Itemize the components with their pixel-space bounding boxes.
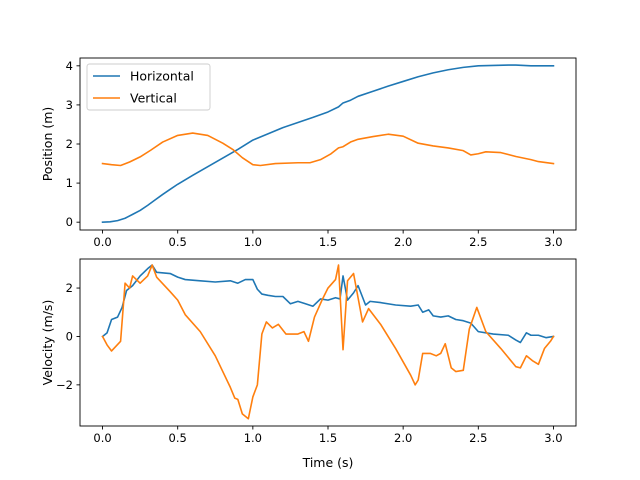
- velocity-x-tick-label: 0.0: [93, 431, 111, 445]
- position-y-tick-label: 0: [66, 215, 73, 229]
- velocity-x-axis-label: Time (s): [302, 455, 354, 470]
- velocity-x-tick-label: 0.5: [169, 431, 187, 445]
- position-y-axis-label: Position (m): [40, 107, 55, 182]
- velocity-x-tick-label: 2.0: [394, 431, 412, 445]
- position-x-tick-label: 2.0: [394, 235, 412, 249]
- velocity-subplot: 0.0 0.5 1.0 1.5 2.0 2.5 3.0 −2 0 2 Velocity (m/s) T…: [40, 258, 577, 470]
- legend: Horizontal Vertical: [86, 63, 211, 111]
- velocity-y-axis-label: Velocity (m/s): [40, 300, 55, 386]
- position-x-tick-label: 3.0: [544, 235, 562, 249]
- position-x-tick-label: 1.5: [319, 235, 337, 249]
- velocity-y-tick-label: −2: [56, 378, 73, 392]
- position-x-tick-label: 0.5: [169, 235, 187, 249]
- legend-label-vertical: Vertical: [130, 91, 177, 106]
- velocity-axes-frame: [79, 258, 577, 427]
- position-vertical-line: [101, 132, 555, 167]
- position-horizontal-line: [101, 64, 555, 224]
- legend-label-horizontal: Horizontal: [130, 69, 194, 84]
- velocity-x-tick-label: 1.0: [244, 431, 262, 445]
- velocity-y-tick-label: 2: [66, 281, 73, 295]
- velocity-x-tick-label: 3.0: [544, 431, 562, 445]
- position-x-tick-label: 1.0: [244, 235, 262, 249]
- velocity-y-tick-label: 0: [66, 329, 73, 343]
- velocity-x-tick-label: 2.5: [469, 431, 487, 445]
- position-y-tick-label: 4: [66, 59, 73, 73]
- position-y-tick-label: 2: [66, 137, 73, 151]
- velocity-x-tick-label: 1.5: [319, 431, 337, 445]
- position-x-tick-label: 0.0: [93, 235, 111, 249]
- position-y-tick-label: 3: [66, 98, 73, 112]
- position-subplot: 0.0 0.5 1.0 1.5 2.0 2.5 3.0 0 1 2 3 4 Position (m) Ho…: [40, 57, 577, 249]
- position-y-tick-label: 1: [66, 176, 73, 190]
- velocity-vertical-line: [101, 264, 555, 420]
- position-x-tick-label: 2.5: [469, 235, 487, 249]
